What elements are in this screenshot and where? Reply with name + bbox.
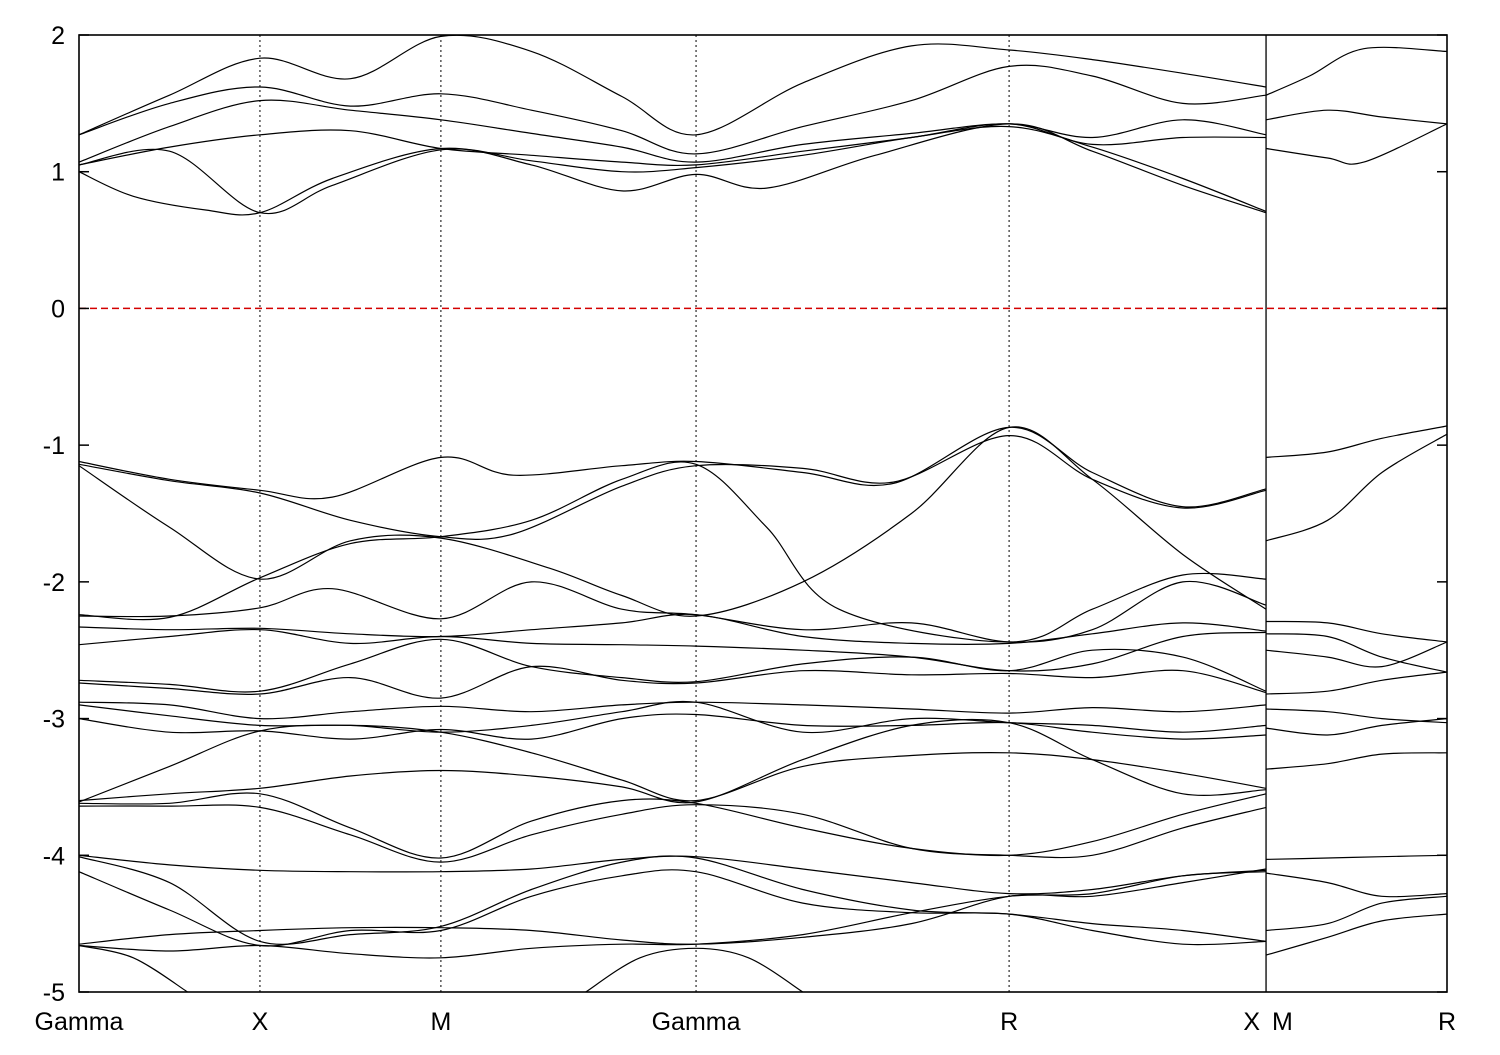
y-tick-label: 2 [51, 22, 65, 50]
band-line-39 [1265, 752, 1447, 770]
band-line-11 [79, 434, 1267, 540]
x-tick-label: M [430, 1008, 451, 1036]
band-line-20 [79, 700, 1267, 734]
y-tick-label: -2 [43, 569, 65, 597]
band-line-35 [1265, 641, 1447, 668]
y-tick-label: 0 [51, 295, 65, 323]
x-tick-label: X [1243, 1008, 1260, 1036]
band-line-43 [1265, 913, 1447, 956]
x-tick-label: X [252, 1008, 269, 1036]
x-axis: Gamma X M Gamma R X M R [35, 1008, 1456, 1036]
band-line-40 [1265, 854, 1447, 860]
plot-frame [78, 34, 1448, 993]
band-line-24 [79, 792, 1267, 859]
band-line-7 [1265, 46, 1447, 96]
band-line-4 [79, 123, 1267, 167]
y-axis: 2 1 0 -1 -2 -3 -4 -5 [43, 22, 1447, 1007]
y-tick-label: -4 [43, 842, 65, 870]
band-line-21 [79, 713, 1267, 740]
band-line-36 [1265, 671, 1447, 695]
band-line-31 [79, 944, 188, 992]
y-tick-label: 1 [51, 159, 65, 187]
bands-layer [79, 35, 1447, 992]
grid-layer [259, 35, 1267, 992]
band-line-9 [1265, 123, 1447, 165]
band-line-34 [1265, 633, 1447, 673]
band-line-13 [79, 461, 1267, 643]
band-line-18 [79, 665, 1267, 699]
x-tick-label: Gamma [35, 1008, 124, 1036]
x-tick-label: R [1000, 1008, 1018, 1036]
band-line-5 [79, 123, 1267, 216]
band-line-32 [585, 947, 804, 992]
y-tick-label: -1 [43, 432, 65, 460]
band-line-45 [1265, 433, 1447, 542]
band-line-42 [1265, 895, 1447, 932]
band-line-1 [79, 35, 1267, 136]
band-line-33 [1265, 620, 1447, 643]
band-line-2 [79, 64, 1267, 155]
band-line-41 [1265, 872, 1447, 898]
band-line-16 [79, 628, 1267, 672]
band-line-30 [79, 871, 1267, 959]
band-line-3 [79, 99, 1267, 163]
band-line-25 [79, 804, 1267, 863]
band-line-17 [79, 638, 1267, 693]
band-line-29 [79, 868, 1267, 945]
band-line-44 [1265, 425, 1447, 458]
y-tick-label: -5 [43, 979, 65, 1007]
x-tick-label: R [1438, 1008, 1456, 1036]
band-line-22 [79, 724, 1267, 803]
band-line-10 [79, 426, 1267, 508]
band-line-6 [79, 125, 1267, 215]
band-line-15 [79, 613, 1267, 646]
y-tick-label: -3 [43, 706, 65, 734]
band-line-8 [1265, 109, 1447, 125]
band-line-27 [79, 855, 1267, 945]
band-line-38 [1265, 718, 1447, 736]
band-line-14 [79, 580, 1267, 643]
x-tick-label: Gamma [652, 1008, 741, 1036]
x-tick-label: M [1272, 1008, 1293, 1036]
